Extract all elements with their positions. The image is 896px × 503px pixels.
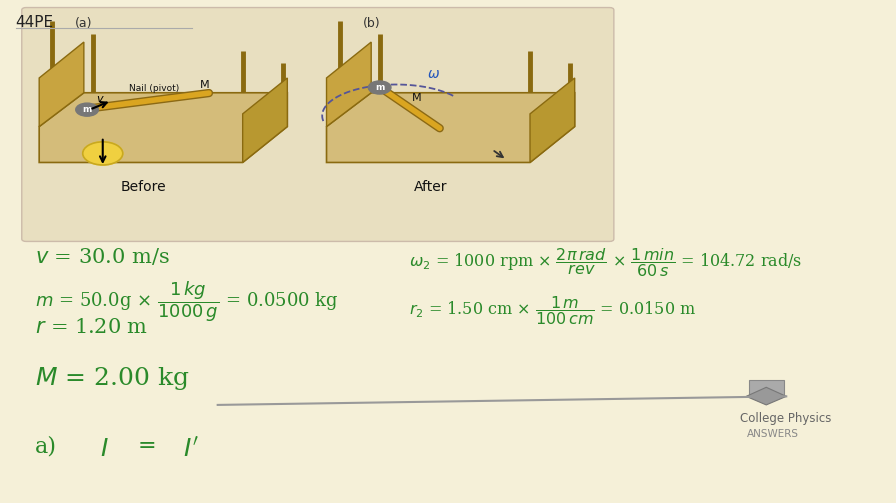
Polygon shape [326,42,371,127]
Text: a): a) [35,435,56,457]
Polygon shape [746,387,787,405]
Text: $\omega$: $\omega$ [426,67,440,81]
Text: 44PE: 44PE [15,15,54,30]
Text: M: M [201,79,210,90]
FancyBboxPatch shape [22,8,614,241]
Polygon shape [39,42,84,127]
Text: $r_2$ = 1.50 cm $\times$ $\dfrac{1\,m}{100\,cm}$ = 0.0150 m: $r_2$ = 1.50 cm $\times$ $\dfrac{1\,m}{1… [409,294,696,327]
Text: $I$: $I$ [100,438,108,461]
Text: $M$ = 2.00 kg: $M$ = 2.00 kg [35,365,189,392]
Text: =: = [138,435,156,457]
Text: ANSWERS: ANSWERS [747,429,799,439]
Circle shape [368,81,391,94]
Text: $r$ = 1.20 m: $r$ = 1.20 m [35,318,148,337]
Polygon shape [39,93,288,162]
Circle shape [82,142,123,165]
Text: $v$ = 30.0 m/s: $v$ = 30.0 m/s [35,246,169,268]
Text: $m$ = 50.0g $\times$ $\dfrac{1\,kg}{1000\,g}$ = 0.0500 kg: $m$ = 50.0g $\times$ $\dfrac{1\,kg}{1000… [35,279,339,324]
Polygon shape [326,93,574,162]
Text: m: m [375,82,384,92]
Text: m: m [82,105,91,114]
Text: College Physics: College Physics [740,412,831,426]
Polygon shape [243,78,288,162]
Text: Before: Before [121,180,167,194]
Text: $\omega_2$ = 1000 rpm $\times$ $\dfrac{2\pi\,rad}{rev}$ $\times$ $\dfrac{1\,min}: $\omega_2$ = 1000 rpm $\times$ $\dfrac{2… [409,246,803,280]
Text: M: M [412,93,421,103]
Text: (b): (b) [362,17,380,30]
Circle shape [76,103,99,116]
Text: $I'$: $I'$ [183,438,199,462]
Text: After: After [414,180,447,194]
Polygon shape [530,78,574,162]
Text: v: v [96,94,102,104]
Polygon shape [749,380,784,396]
Text: Nail (pivot): Nail (pivot) [129,83,179,93]
Text: (a): (a) [75,17,92,30]
